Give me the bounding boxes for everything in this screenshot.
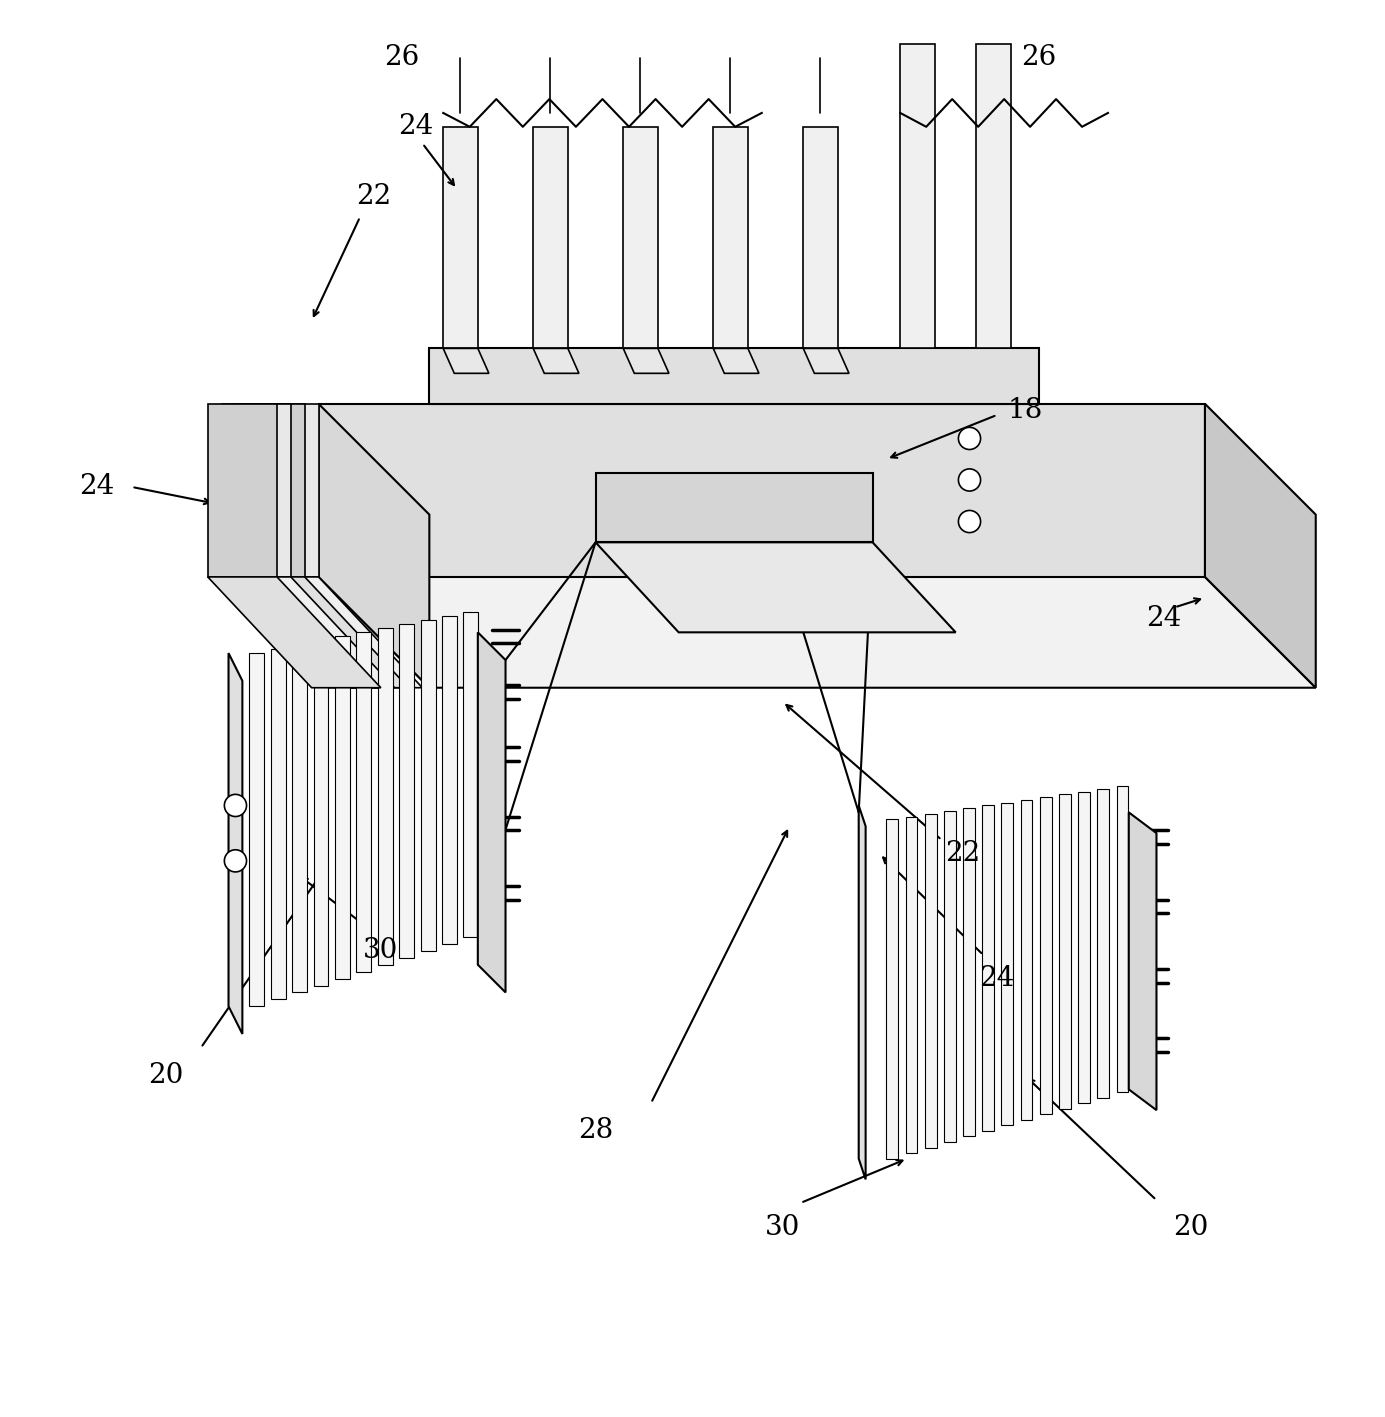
- Text: 24: 24: [1145, 605, 1181, 632]
- Polygon shape: [982, 805, 994, 1131]
- Polygon shape: [945, 811, 956, 1142]
- Circle shape: [958, 469, 981, 492]
- Polygon shape: [1078, 792, 1090, 1104]
- Polygon shape: [208, 404, 277, 577]
- Polygon shape: [208, 577, 381, 687]
- Polygon shape: [925, 813, 936, 1148]
- Polygon shape: [249, 653, 265, 1006]
- Polygon shape: [319, 404, 429, 687]
- Polygon shape: [963, 808, 975, 1136]
- Polygon shape: [335, 636, 350, 979]
- Polygon shape: [442, 616, 457, 944]
- Text: 18: 18: [1007, 397, 1043, 424]
- Polygon shape: [421, 619, 435, 951]
- Circle shape: [958, 510, 981, 533]
- Text: 22: 22: [945, 840, 981, 867]
- Polygon shape: [249, 577, 422, 687]
- Polygon shape: [313, 640, 328, 985]
- Text: 30: 30: [765, 1214, 801, 1241]
- Polygon shape: [399, 623, 414, 958]
- Text: 26: 26: [1021, 44, 1057, 71]
- Polygon shape: [464, 612, 478, 937]
- Circle shape: [224, 795, 247, 816]
- Polygon shape: [713, 126, 748, 349]
- Polygon shape: [429, 349, 1039, 404]
- Circle shape: [224, 850, 247, 871]
- Polygon shape: [859, 805, 866, 1179]
- Polygon shape: [235, 404, 305, 577]
- Polygon shape: [319, 404, 1205, 577]
- Polygon shape: [803, 349, 849, 373]
- Polygon shape: [319, 577, 1316, 687]
- Circle shape: [958, 428, 981, 449]
- Polygon shape: [803, 126, 838, 349]
- Polygon shape: [222, 577, 395, 687]
- Text: 26: 26: [384, 44, 420, 71]
- Polygon shape: [1097, 789, 1109, 1098]
- Polygon shape: [596, 543, 956, 632]
- Polygon shape: [1040, 798, 1051, 1114]
- Polygon shape: [623, 126, 658, 349]
- Polygon shape: [249, 404, 319, 577]
- Polygon shape: [1129, 812, 1156, 1110]
- Polygon shape: [1116, 786, 1129, 1093]
- Polygon shape: [229, 653, 242, 1034]
- Polygon shape: [533, 349, 579, 373]
- Polygon shape: [596, 473, 873, 543]
- Polygon shape: [270, 649, 285, 999]
- Polygon shape: [886, 819, 899, 1159]
- Polygon shape: [900, 44, 935, 349]
- Text: 20: 20: [148, 1061, 184, 1090]
- Polygon shape: [443, 126, 478, 349]
- Text: 24: 24: [979, 965, 1015, 992]
- Polygon shape: [478, 632, 506, 992]
- Polygon shape: [533, 126, 568, 349]
- Polygon shape: [623, 349, 669, 373]
- Polygon shape: [713, 349, 759, 373]
- Text: 22: 22: [356, 183, 392, 210]
- Polygon shape: [1021, 801, 1032, 1119]
- Text: 20: 20: [1173, 1214, 1209, 1241]
- Text: 24: 24: [397, 113, 434, 140]
- Polygon shape: [356, 632, 371, 972]
- Polygon shape: [222, 404, 291, 577]
- Polygon shape: [976, 44, 1011, 349]
- Text: 30: 30: [363, 938, 399, 965]
- Text: 24: 24: [79, 473, 115, 500]
- Text: 28: 28: [578, 1118, 614, 1145]
- Polygon shape: [1205, 404, 1316, 687]
- Polygon shape: [235, 577, 409, 687]
- Polygon shape: [378, 628, 393, 965]
- Polygon shape: [443, 349, 489, 373]
- Polygon shape: [906, 816, 917, 1153]
- Polygon shape: [292, 645, 307, 992]
- Polygon shape: [1001, 802, 1014, 1125]
- Polygon shape: [1060, 795, 1071, 1108]
